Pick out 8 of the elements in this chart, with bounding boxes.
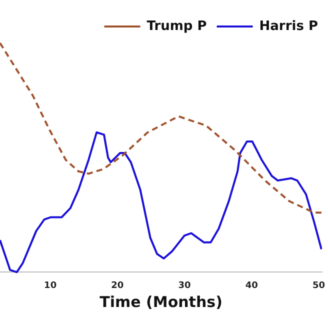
- x-tick-label: 50: [312, 280, 326, 291]
- x-tick-label: 30: [178, 280, 191, 291]
- x-tick-label: 20: [111, 280, 124, 291]
- legend-label: Harris P: [259, 18, 318, 34]
- x-axis-title: Time (Months): [100, 292, 222, 311]
- x-tick-label: 10: [44, 280, 57, 291]
- legend-label: Trump P: [146, 18, 207, 34]
- x-tick-label: 40: [245, 280, 258, 291]
